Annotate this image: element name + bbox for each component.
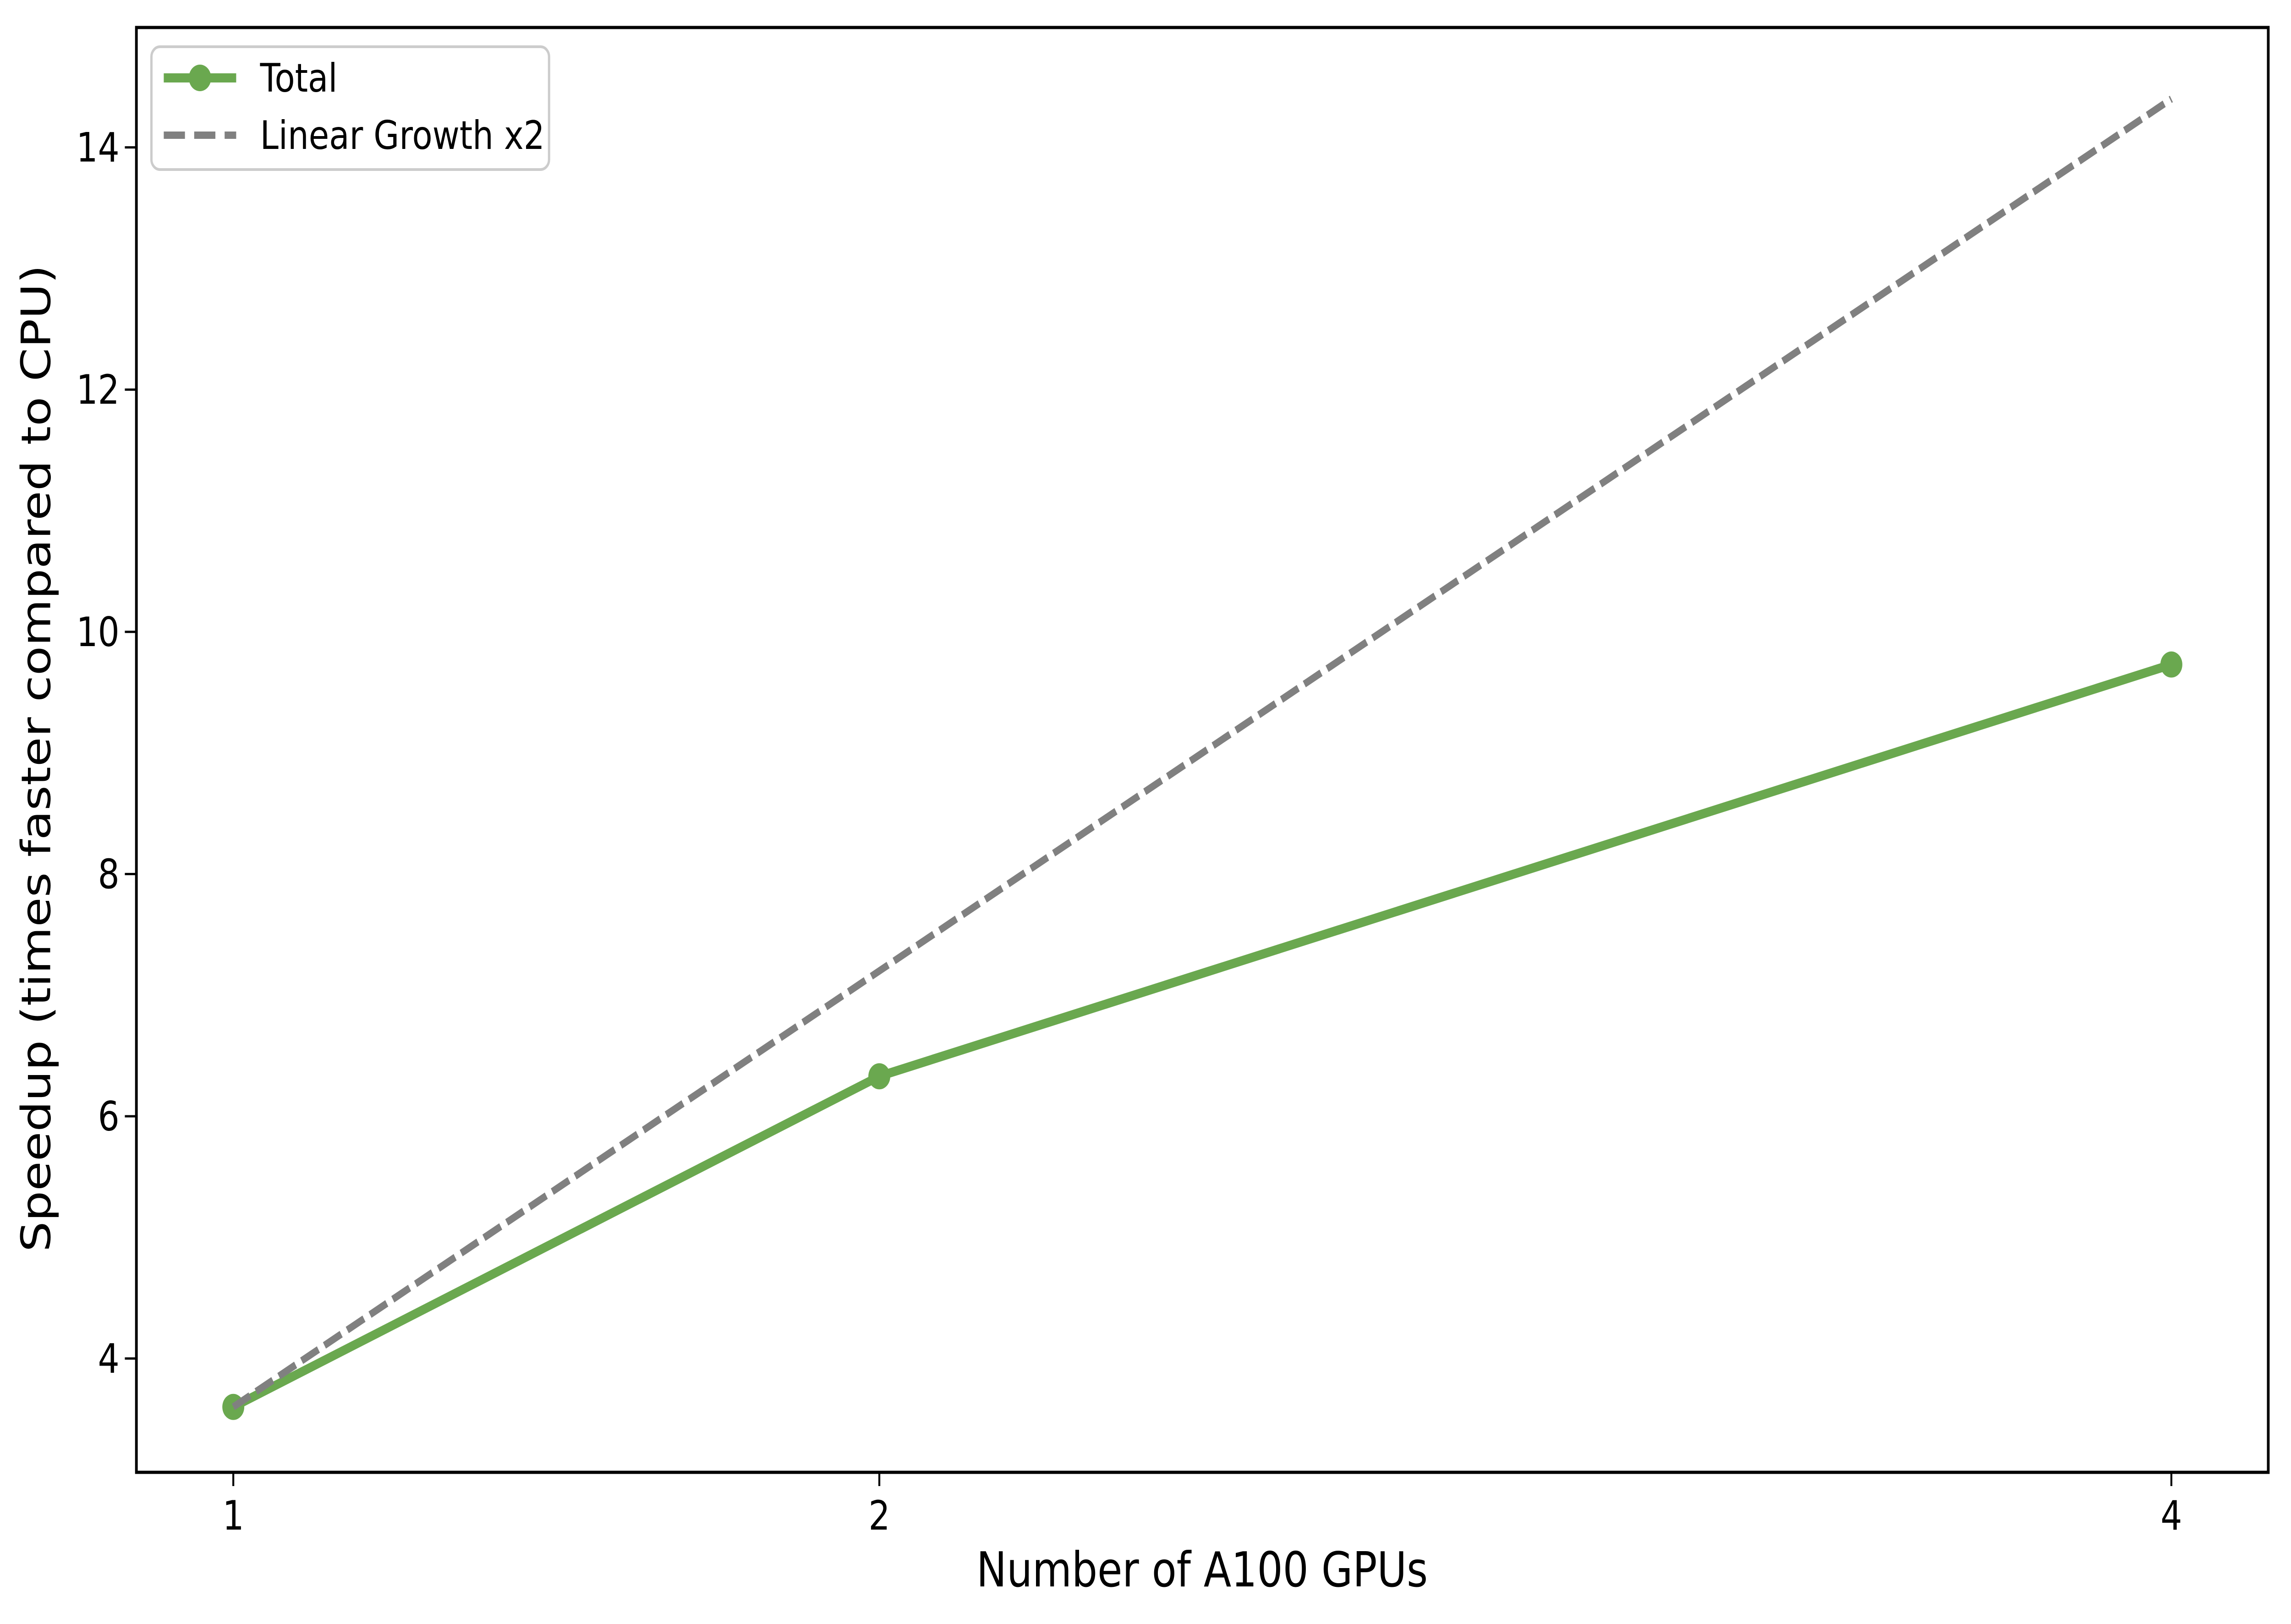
series-line-linear-growth-x2 [231,95,2173,1410]
legend-box [150,45,550,171]
y-tick-label: 6 [98,1094,120,1141]
series-layer [222,95,2182,1420]
y-tick-label: 10 [77,609,120,656]
y-axis-label: Speedup (times faster compared to CPU) [12,265,60,1252]
x-tick-label: 2 [869,1493,890,1540]
legend-label-linear-growth: Linear Growth x2 [260,112,545,159]
y-tick-label: 4 [98,1336,120,1383]
y-tick-label: 8 [98,851,120,898]
x-tick-label: 4 [2160,1493,2182,1540]
y-tick-label: 12 [77,367,120,414]
data-point-total [2160,651,2182,678]
x-axis-label: Number of A100 GPUs [976,1542,1428,1598]
y-tick-label: 14 [77,125,120,172]
legend-sample-total-marker [189,65,211,91]
legend: Total Linear Growth x2 [150,45,550,171]
x-tick-label: 1 [223,1493,244,1540]
plot-frame [135,26,2270,1474]
data-point-total [868,1063,891,1090]
legend-label-total: Total [260,55,338,101]
